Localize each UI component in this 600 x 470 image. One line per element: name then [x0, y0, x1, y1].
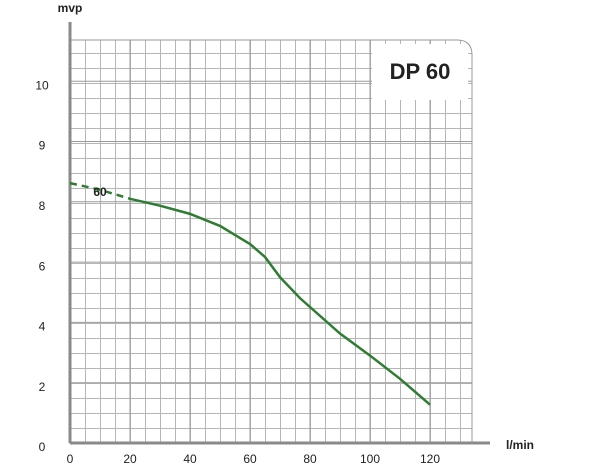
x-tick-label: 80 — [303, 452, 317, 466]
x-tick-label: 40 — [183, 452, 197, 466]
x-tick-label: 100 — [360, 452, 380, 466]
curve — [69, 181, 131, 200]
x-tick-label: 20 — [123, 452, 137, 466]
curve-label: 60 — [93, 185, 107, 199]
x-tick-label: 0 — [67, 452, 74, 466]
x-tick-label: 60 — [243, 452, 257, 466]
plot — [69, 181, 431, 406]
x-tick-label: 120 — [420, 452, 440, 466]
y-tick-label: 9 — [39, 139, 46, 153]
y-tick-label: 4 — [39, 320, 46, 334]
grid — [70, 40, 472, 443]
grid-area — [69, 39, 473, 444]
curve — [129, 197, 431, 406]
y-tick-label: 10 — [35, 78, 49, 92]
chart-title: DP 60 — [390, 59, 451, 84]
y-tick-label: 6 — [39, 259, 46, 273]
y-tick-label: 8 — [39, 199, 46, 213]
title-box — [372, 44, 468, 100]
y-axis-label: mvp — [58, 1, 83, 15]
y-tick-label: 2 — [39, 380, 46, 394]
x-axis-label: l/min — [506, 438, 534, 452]
y-tick-label: 0 — [39, 440, 46, 454]
